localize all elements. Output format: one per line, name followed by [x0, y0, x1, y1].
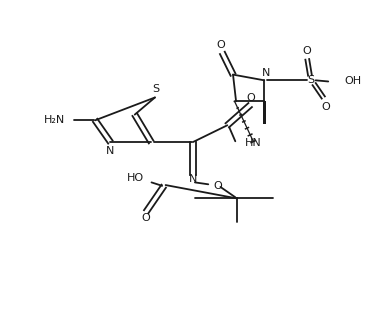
Text: O: O	[247, 93, 255, 103]
Text: S: S	[152, 84, 159, 94]
Text: N: N	[262, 68, 270, 78]
Text: OH: OH	[344, 76, 361, 86]
Text: O: O	[213, 181, 222, 191]
Text: O: O	[217, 40, 225, 50]
Text: HN: HN	[244, 138, 261, 148]
Text: N: N	[106, 146, 114, 156]
Text: N: N	[188, 174, 197, 184]
Text: O: O	[141, 213, 150, 223]
Text: H₂N: H₂N	[44, 115, 65, 125]
Text: O: O	[322, 102, 330, 112]
Text: S: S	[307, 75, 315, 85]
Text: HO: HO	[127, 173, 144, 183]
Text: O: O	[302, 46, 311, 56]
Polygon shape	[263, 101, 266, 124]
